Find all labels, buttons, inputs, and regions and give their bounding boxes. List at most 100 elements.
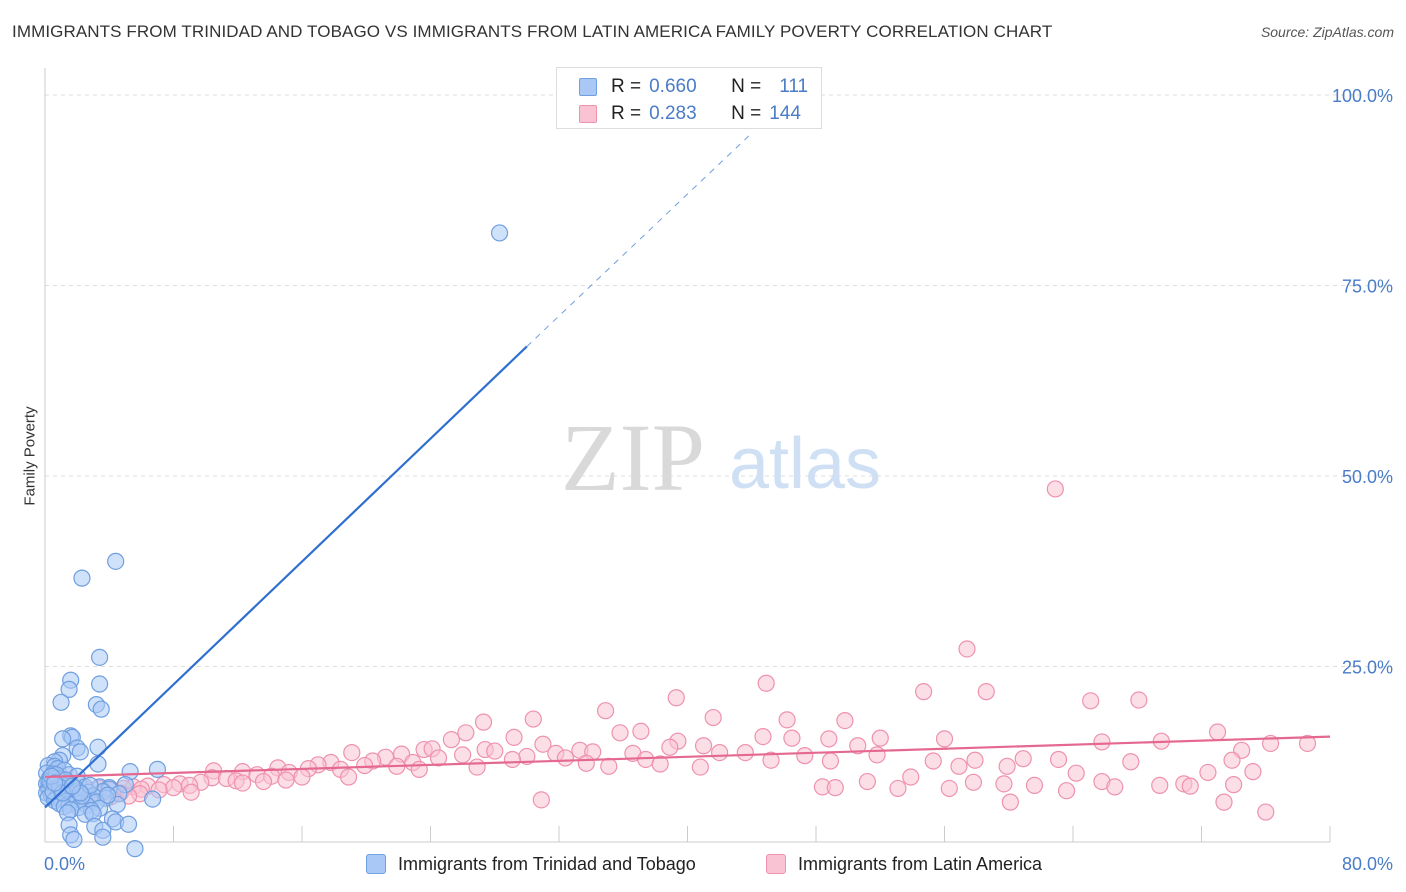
- point-latin: [474, 713, 493, 731]
- point-latin: [1208, 723, 1227, 741]
- point-latin: [915, 683, 933, 701]
- y-tick-label: 50.0%: [1342, 467, 1393, 487]
- point-latin: [736, 744, 754, 762]
- point-trinidad: [63, 777, 81, 795]
- point-trinidad: [94, 828, 112, 846]
- point-latin: [964, 773, 983, 791]
- point-latin: [1046, 480, 1064, 498]
- point-trinidad: [46, 774, 64, 792]
- point-latin: [889, 779, 907, 798]
- point-latin: [637, 750, 655, 769]
- stats-row-latin: R = 0.283 N = 144: [579, 102, 801, 126]
- point-latin: [902, 768, 920, 786]
- point-latin: [277, 771, 295, 789]
- y-tick-label: 25.0%: [1342, 658, 1393, 678]
- legend-swatch-trinidad: [366, 854, 386, 874]
- point-latin: [1106, 778, 1124, 796]
- point-latin: [534, 735, 552, 753]
- trend-line-trinidad-extension: [526, 132, 753, 347]
- point-latin: [783, 729, 801, 747]
- point-latin: [577, 754, 595, 772]
- stats-legend: R = 0.660 N = 111 R = 0.283 N = 144: [556, 67, 822, 129]
- y-tick-label: 100.0%: [1332, 86, 1393, 106]
- tick-labels: 25.0% 50.0% 75.0% 100.0% 0.0% 80.0%: [44, 86, 1393, 874]
- point-latin: [356, 756, 374, 775]
- point-latin: [611, 724, 629, 742]
- point-latin: [757, 674, 775, 692]
- point-trinidad: [89, 755, 107, 773]
- point-trinidad: [73, 569, 91, 587]
- y-tick-label: 75.0%: [1342, 277, 1393, 297]
- n-value: 144: [769, 103, 801, 124]
- point-trinidad: [54, 730, 72, 748]
- point-latin: [1057, 782, 1076, 800]
- series-latin-america: [47, 480, 1317, 821]
- point-latin: [820, 730, 838, 748]
- point-latin: [940, 779, 958, 798]
- point-trinidad: [52, 693, 70, 711]
- point-latin: [796, 747, 814, 765]
- point-latin: [778, 711, 796, 729]
- point-trinidad: [92, 700, 110, 718]
- point-latin: [600, 757, 618, 775]
- point-latin: [596, 702, 615, 720]
- point-latin: [935, 730, 954, 748]
- point-latin: [836, 712, 854, 730]
- point-latin: [694, 737, 713, 755]
- point-latin: [871, 729, 889, 747]
- point-latin: [1215, 793, 1233, 811]
- point-latin: [254, 772, 273, 791]
- point-latin: [1181, 777, 1199, 795]
- legend-item-trinidad[interactable]: Immigrants from Trinidad and Tobago: [366, 852, 696, 876]
- point-latin: [457, 724, 475, 742]
- point-trinidad: [144, 790, 162, 808]
- point-latin: [711, 744, 729, 762]
- point-latin: [486, 742, 504, 760]
- stats-swatch-trinidad: [579, 78, 597, 96]
- r-value: 0.660: [649, 76, 697, 97]
- point-latin: [762, 751, 780, 769]
- r-value: 0.283: [649, 103, 697, 124]
- point-latin: [524, 710, 542, 728]
- point-latin: [503, 750, 522, 769]
- point-latin: [293, 768, 311, 786]
- stats-swatch-latin: [579, 105, 597, 123]
- point-trinidad: [99, 786, 117, 804]
- point-latin: [661, 738, 679, 756]
- point-latin: [632, 722, 650, 740]
- point-trinidad: [91, 675, 109, 693]
- point-latin: [454, 746, 472, 764]
- point-latin: [339, 768, 358, 786]
- point-trinidad: [107, 552, 125, 570]
- legend-item-latin[interactable]: Immigrants from Latin America: [766, 852, 1042, 876]
- point-latin: [651, 755, 669, 773]
- point-latin: [998, 757, 1016, 775]
- trend-line-trinidad: [44, 345, 528, 809]
- point-latin: [410, 760, 428, 778]
- point-latin: [1244, 763, 1262, 781]
- point-latin: [1067, 764, 1085, 782]
- point-trinidad: [65, 830, 83, 849]
- point-latin: [343, 744, 361, 762]
- legend-swatch-latin: [766, 854, 786, 874]
- r-label: R =: [611, 76, 642, 97]
- point-latin: [858, 772, 877, 791]
- point-latin: [691, 758, 709, 776]
- point-latin: [1014, 750, 1032, 768]
- point-latin: [1025, 776, 1044, 794]
- point-latin: [1151, 776, 1169, 794]
- point-latin: [754, 728, 772, 746]
- point-trinidad: [119, 815, 138, 833]
- point-latin: [826, 779, 844, 797]
- point-trinidad: [60, 680, 78, 698]
- point-latin: [532, 791, 550, 809]
- point-latin: [1093, 733, 1111, 751]
- point-trinidad: [91, 648, 109, 666]
- point-latin: [950, 757, 968, 775]
- trend-lines: [44, 132, 1331, 809]
- point-latin: [667, 689, 685, 707]
- point-latin: [556, 749, 575, 767]
- source-credit: Source: ZipAtlas.com: [1260, 24, 1394, 40]
- point-trinidad: [71, 743, 89, 761]
